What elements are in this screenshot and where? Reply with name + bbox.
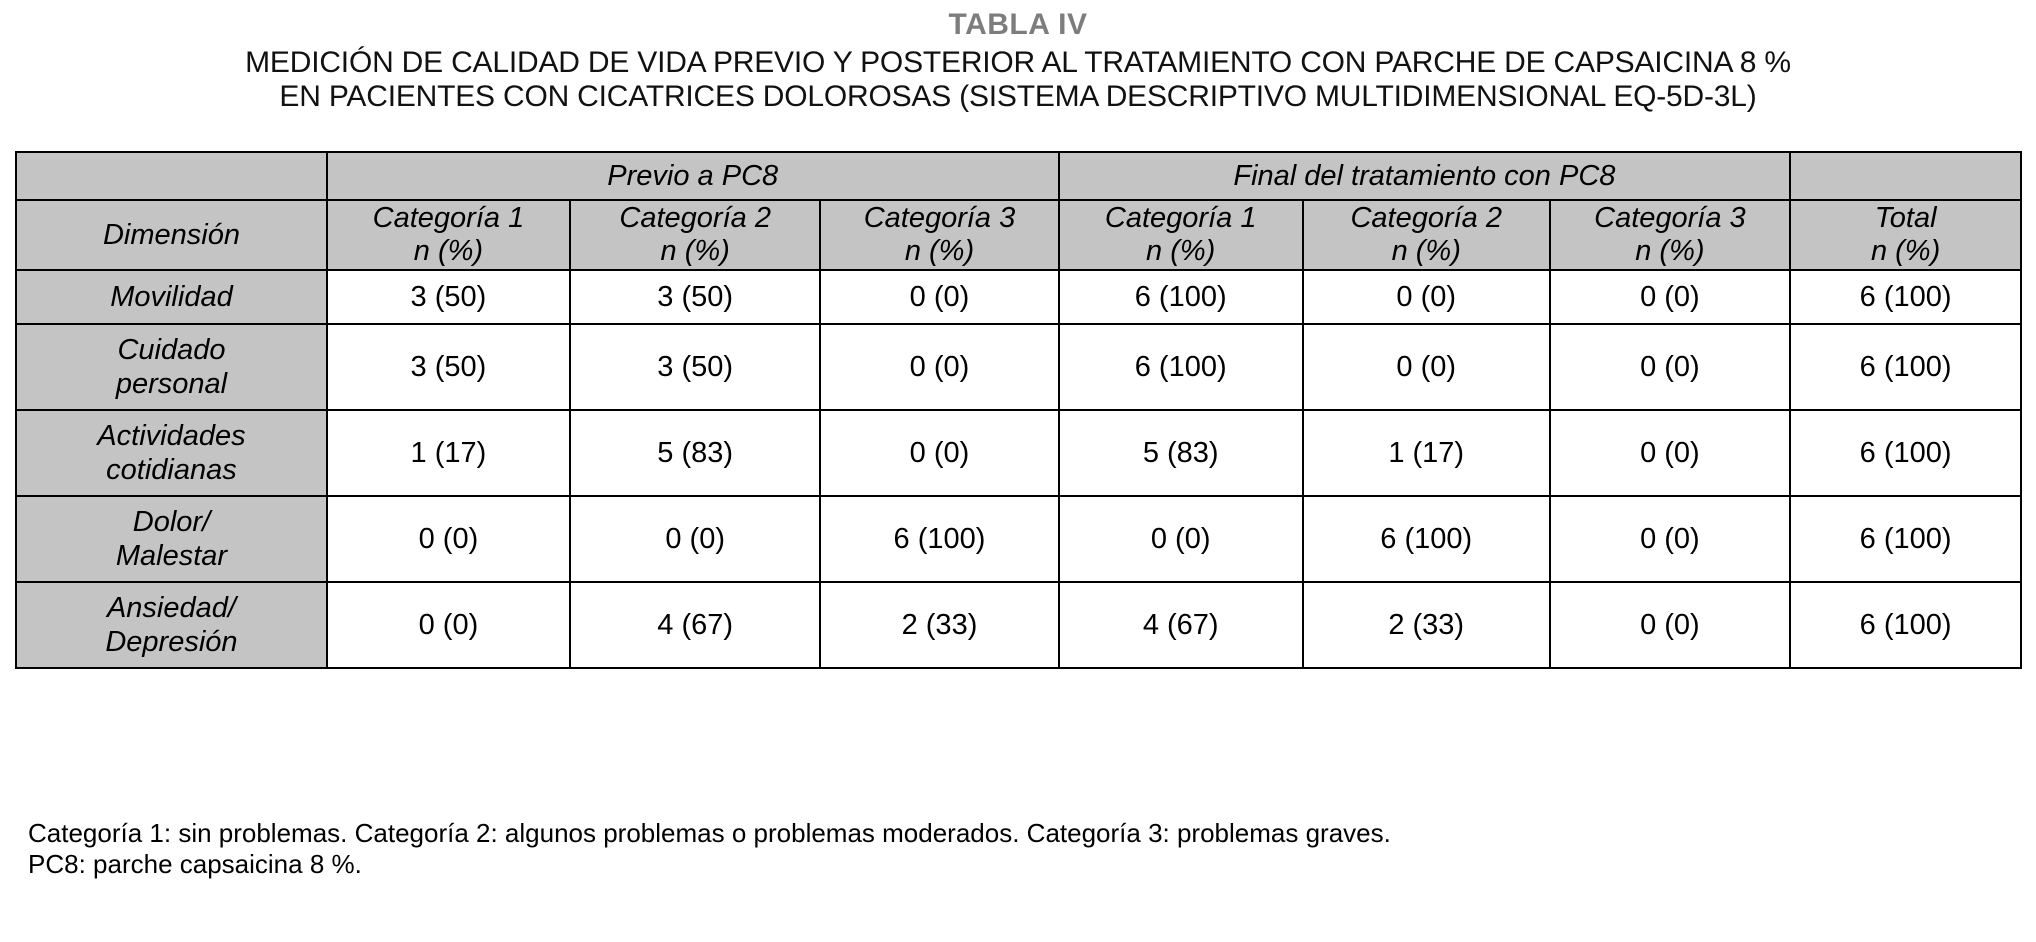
column-header-previo-cat2: Categoría 2 n (%): [568, 199, 822, 271]
cell-total: 6 (100): [1789, 323, 2022, 411]
page-title: MEDICIÓN DE CALIDAD DE VIDA PREVIO Y POS…: [0, 42, 2036, 114]
row-label-line1: Actividades: [97, 420, 246, 452]
cell-previo-cat3: 0 (0): [819, 409, 1060, 497]
column-header-final-cat1-line2: n (%): [1146, 235, 1216, 267]
group-header-total-blank: [1789, 151, 2022, 201]
cell-previo-cat2: 4 (67): [568, 581, 822, 669]
cell-final-cat1: 6 (100): [1057, 269, 1304, 325]
cell-previo-cat1: 0 (0): [325, 495, 571, 583]
row-label-line2: personal: [115, 368, 228, 400]
cell-final-cat2: 1 (17): [1301, 409, 1551, 497]
column-header-previo-cat3-line2: n (%): [904, 235, 975, 267]
table-row: Cuidado personal 3 (50) 3 (50) 0 (0) 6 (…: [15, 323, 2022, 411]
cell-final-cat1: 5 (83): [1057, 409, 1304, 497]
cell-final-cat1: 6 (100): [1057, 323, 1304, 411]
group-header-dimension-blank: [15, 151, 328, 201]
cell-total: 6 (100): [1789, 269, 2022, 325]
column-header-final-cat3-line2: n (%): [1635, 235, 1705, 267]
cell-previo-cat2: 0 (0): [568, 495, 822, 583]
row-label-line1: Dolor/: [132, 506, 211, 538]
row-label-cuidado-personal: Cuidado personal: [15, 323, 328, 411]
quality-of-life-table: Previo a PC8 Final del tratamiento con P…: [15, 151, 2022, 669]
row-label-line1: Cuidado: [117, 334, 226, 366]
cell-previo-cat3: 0 (0): [819, 323, 1060, 411]
table-group-header-row: Previo a PC8 Final del tratamiento con P…: [15, 151, 2022, 201]
row-label-ansiedad-depresion: Ansiedad/ Depresión: [15, 581, 328, 669]
cell-final-cat3: 0 (0): [1548, 495, 1792, 583]
column-header-previo-cat1-line2: n (%): [413, 235, 484, 267]
row-label-line1: Movilidad: [110, 281, 233, 313]
table-row: Movilidad 3 (50) 3 (50) 0 (0) 6 (100) 0 …: [15, 269, 2022, 325]
title-block: TABLA IV MEDICIÓN DE CALIDAD DE VIDA PRE…: [0, 0, 2036, 114]
cell-previo-cat1: 3 (50): [325, 323, 571, 411]
table-row: Actividades cotidianas 1 (17) 5 (83) 0 (…: [15, 409, 2022, 497]
cell-final-cat2: 6 (100): [1301, 495, 1551, 583]
column-header-previo-cat1-line1: Categoría 1: [372, 202, 525, 234]
row-label-actividades-cotidianas: Actividades cotidianas: [15, 409, 328, 497]
cell-previo-cat2: 5 (83): [568, 409, 822, 497]
column-header-dimension: Dimensión: [15, 199, 328, 271]
column-header-previo-cat2-line1: Categoría 2: [619, 202, 771, 234]
title-line-2: EN PACIENTES CON CICATRICES DOLOROSAS (S…: [279, 80, 1757, 113]
cell-total: 6 (100): [1789, 495, 2022, 583]
table-column-header-row: Dimensión Categoría 1 n (%) Categoría 2 …: [15, 199, 2022, 271]
row-label-line2: cotidianas: [106, 454, 237, 486]
table-footnote: Categoría 1: sin problemas. Categoría 2:…: [28, 818, 2018, 880]
row-label-movilidad: Movilidad: [15, 269, 328, 325]
cell-previo-cat2: 3 (50): [568, 269, 822, 325]
cell-final-cat1: 4 (67): [1057, 581, 1304, 669]
cell-total: 6 (100): [1789, 409, 2022, 497]
cell-final-cat2: 0 (0): [1301, 323, 1551, 411]
cell-previo-cat3: 0 (0): [819, 269, 1060, 325]
cell-final-cat3: 0 (0): [1548, 269, 1792, 325]
cell-final-cat3: 0 (0): [1548, 409, 1792, 497]
column-header-total-line2: n (%): [1870, 235, 1941, 267]
column-header-total-line1: Total: [1874, 202, 1937, 234]
cell-total: 6 (100): [1789, 581, 2022, 669]
table-number: TABLA IV: [948, 8, 1088, 41]
column-header-final-cat1-line1: Categoría 1: [1104, 202, 1257, 234]
row-label-line2: Depresión: [105, 626, 238, 658]
column-header-final-cat1: Categoría 1 n (%): [1057, 199, 1304, 271]
table-row: Ansiedad/ Depresión 0 (0) 4 (67) 2 (33) …: [15, 581, 2022, 669]
cell-final-cat1: 0 (0): [1057, 495, 1304, 583]
footnote-line-2: PC8: parche capsaicina 8 %.: [28, 849, 362, 879]
column-header-final-cat3-line1: Categoría 3: [1594, 202, 1746, 234]
column-header-previo-cat2-line2: n (%): [660, 235, 730, 267]
column-header-previo-cat3-line1: Categoría 3: [863, 202, 1016, 234]
cell-previo-cat3: 2 (33): [819, 581, 1060, 669]
column-header-final-cat3: Categoría 3 n (%): [1548, 199, 1792, 271]
cell-final-cat3: 0 (0): [1548, 581, 1792, 669]
cell-final-cat2: 2 (33): [1301, 581, 1551, 669]
column-header-previo-cat3: Categoría 3 n (%): [819, 199, 1060, 271]
column-header-final-cat2-line1: Categoría 2: [1350, 202, 1502, 234]
table-row: Dolor/ Malestar 0 (0) 0 (0) 6 (100) 0 (0…: [15, 495, 2022, 583]
cell-previo-cat1: 3 (50): [325, 269, 571, 325]
row-label-dolor-malestar: Dolor/ Malestar: [15, 495, 328, 583]
cell-previo-cat3: 6 (100): [819, 495, 1060, 583]
cell-final-cat3: 0 (0): [1548, 323, 1792, 411]
cell-previo-cat1: 1 (17): [325, 409, 571, 497]
group-header-final: Final del tratamiento con PC8: [1057, 151, 1792, 201]
column-header-final-cat2: Categoría 2 n (%): [1301, 199, 1551, 271]
group-header-previo: Previo a PC8: [325, 151, 1060, 201]
data-table-container: Previo a PC8 Final del tratamiento con P…: [15, 151, 2022, 669]
footnote-line-1: Categoría 1: sin problemas. Categoría 2:…: [28, 818, 1391, 848]
column-header-total: Total n (%): [1789, 199, 2022, 271]
cell-previo-cat2: 3 (50): [568, 323, 822, 411]
row-label-line2: Malestar: [115, 540, 228, 572]
title-line-1: MEDICIÓN DE CALIDAD DE VIDA PREVIO Y POS…: [245, 46, 1791, 79]
column-header-final-cat2-line2: n (%): [1391, 235, 1461, 267]
cell-previo-cat1: 0 (0): [325, 581, 571, 669]
column-header-previo-cat1: Categoría 1 n (%): [325, 199, 571, 271]
row-label-line1: Ansiedad/: [106, 592, 236, 624]
cell-final-cat2: 0 (0): [1301, 269, 1551, 325]
